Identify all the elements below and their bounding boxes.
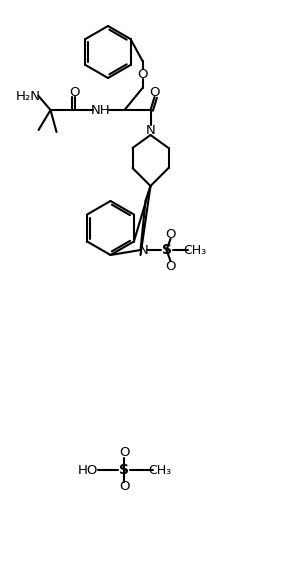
- Text: S: S: [119, 463, 129, 477]
- Text: N: N: [139, 244, 148, 257]
- Text: O: O: [137, 68, 148, 81]
- Text: N: N: [146, 123, 155, 136]
- Text: O: O: [119, 480, 129, 494]
- Text: O: O: [165, 260, 176, 272]
- Text: O: O: [69, 86, 80, 99]
- Text: CH₃: CH₃: [148, 463, 171, 476]
- Text: O: O: [149, 86, 160, 99]
- Text: NH: NH: [91, 104, 110, 117]
- Text: O: O: [165, 227, 176, 240]
- Text: H₂N: H₂N: [16, 90, 41, 102]
- Text: O: O: [119, 446, 129, 459]
- Text: CH₃: CH₃: [183, 244, 206, 257]
- Text: S: S: [161, 243, 171, 257]
- Text: HO: HO: [78, 463, 98, 476]
